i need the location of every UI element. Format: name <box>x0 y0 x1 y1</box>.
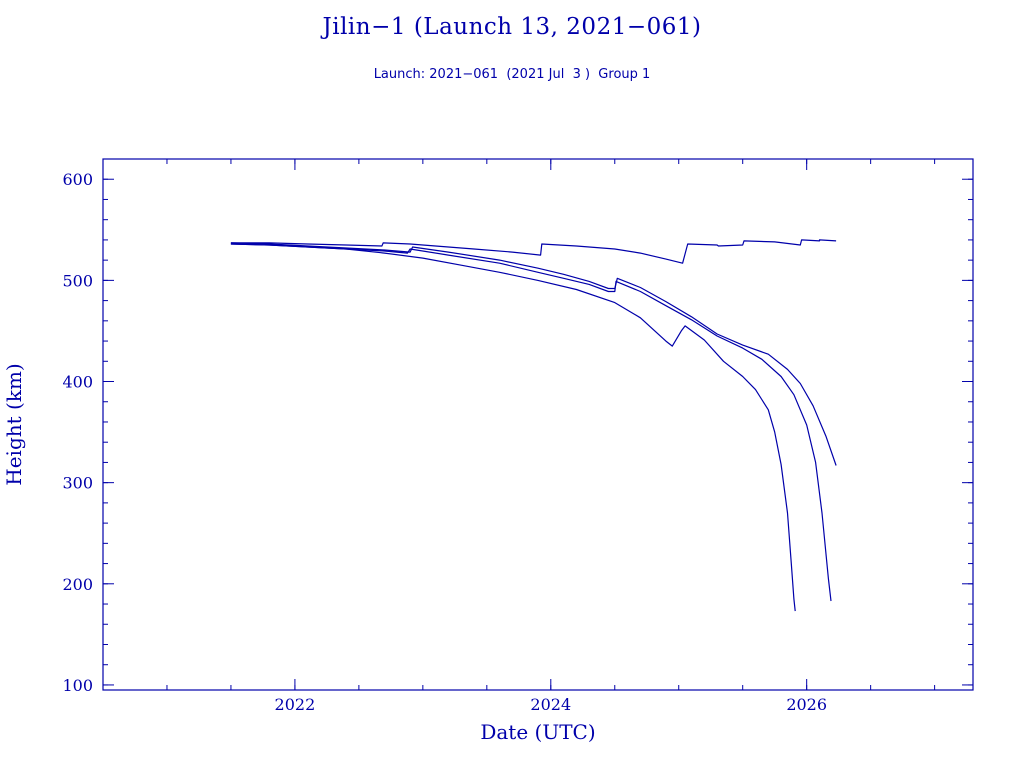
y-tick-label: 100 <box>62 676 93 695</box>
y-tick-label: 600 <box>62 170 93 189</box>
tick-labels: 2022 2024 2026 100 200 300 400 500 600 <box>62 170 827 714</box>
chart-subtitle: Launch: 2021−061 (2021 Jul 3 ) Group 1 <box>373 67 651 82</box>
minor-ticks <box>102 158 973 690</box>
y-tick-label: 500 <box>62 271 93 290</box>
y-tick-label: 300 <box>62 474 93 493</box>
series-line-3 <box>230 243 832 602</box>
y-tick-label: 400 <box>62 373 93 392</box>
x-tick-label: 2022 <box>275 695 316 714</box>
major-ticks <box>103 159 973 690</box>
x-tick-label: 2024 <box>530 695 571 714</box>
chart-title: Jilin−1 (Launch 13, 2021−061) <box>322 14 702 40</box>
y-tick-label: 200 <box>62 575 93 594</box>
y-axis-label: Height (km) <box>2 363 26 485</box>
series-line-1 <box>230 239 837 264</box>
series-line-4 <box>230 243 796 612</box>
series-line-2 <box>230 242 837 466</box>
plot-frame <box>102 158 974 691</box>
x-axis-label: Date (UTC) <box>480 720 595 744</box>
series-group <box>230 239 837 612</box>
x-tick-label: 2026 <box>786 695 827 714</box>
